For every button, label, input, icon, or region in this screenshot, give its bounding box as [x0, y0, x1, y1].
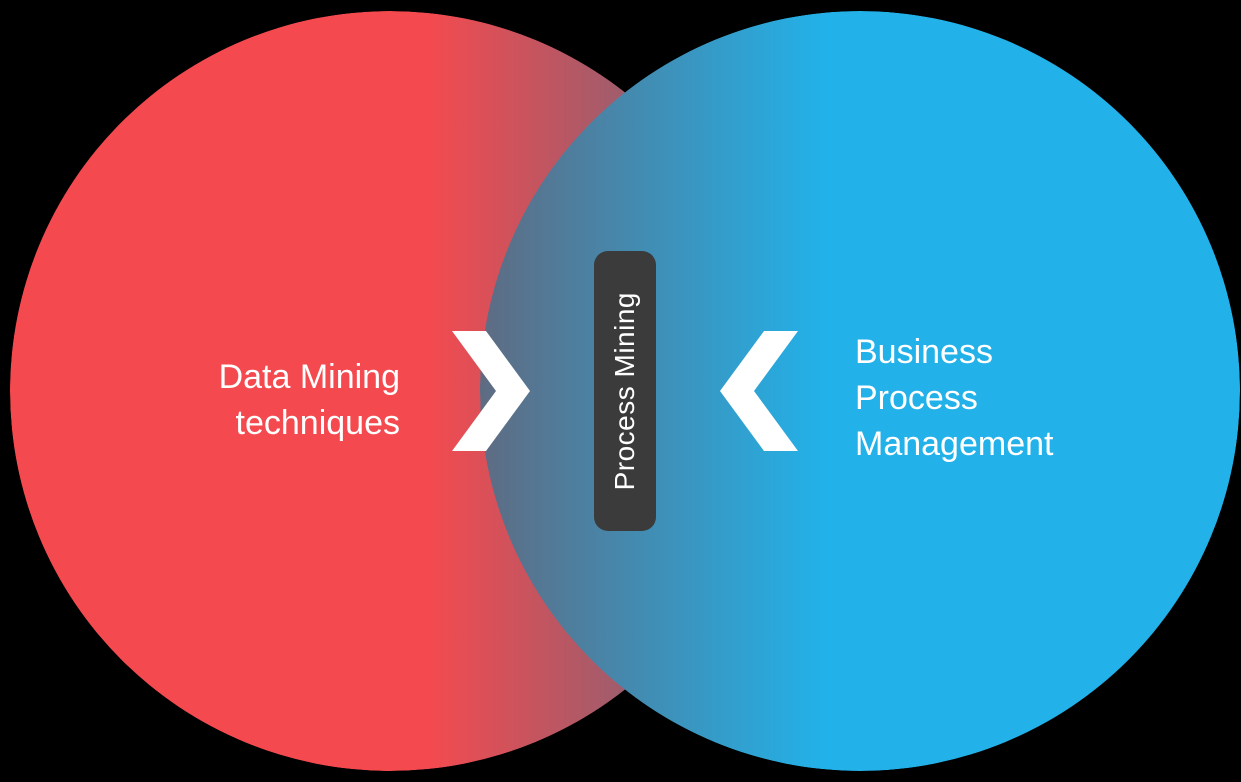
intersection-label: Process Mining [609, 292, 641, 490]
chevron-right-icon [452, 331, 532, 451]
right-circle-label: Business Process Management [855, 330, 1053, 468]
left-circle-label: Data Mining techniques [219, 355, 400, 447]
intersection-pill: Process Mining [594, 251, 656, 531]
chevron-left-icon [720, 331, 800, 451]
venn-diagram: Data Mining techniques Business Process … [0, 0, 1241, 782]
